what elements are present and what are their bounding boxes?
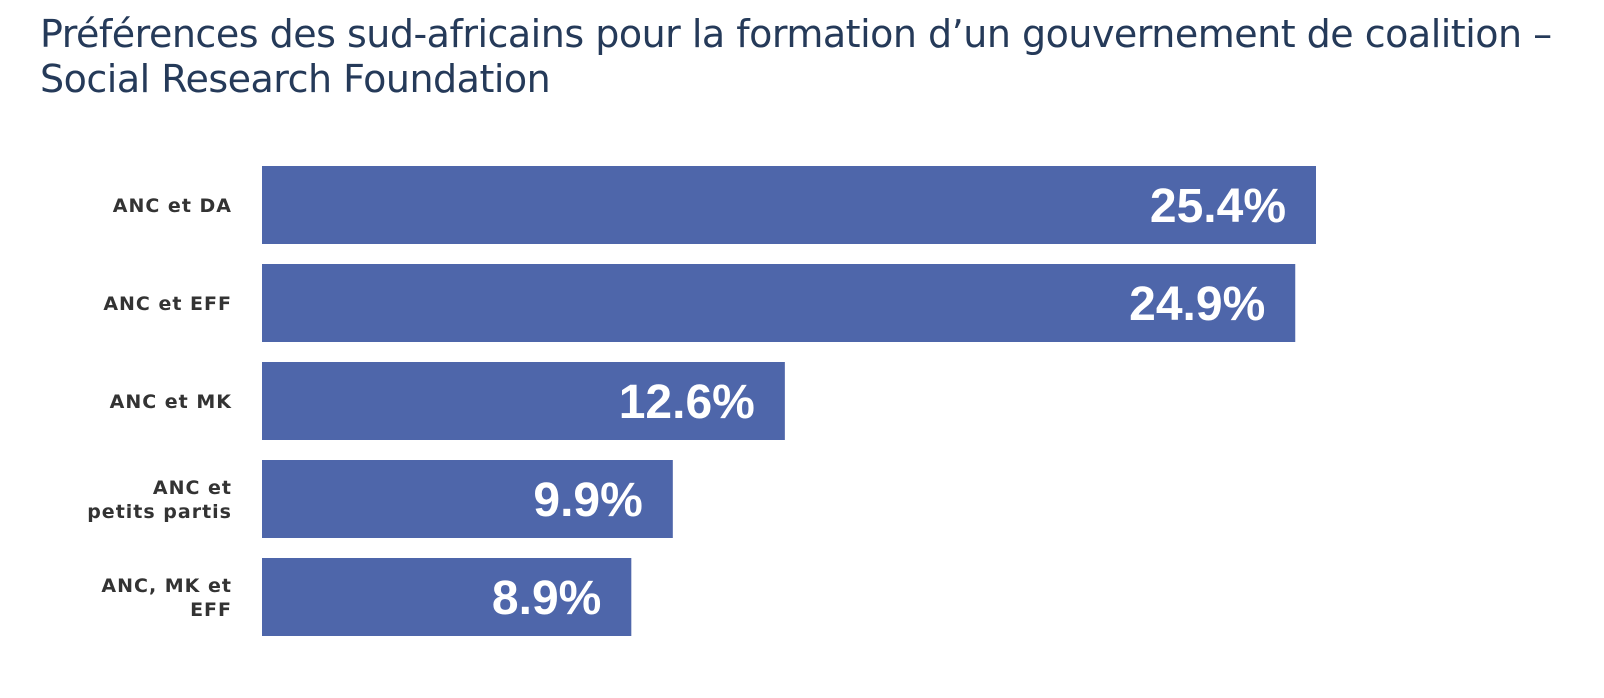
category-label-3: ANC et MK [110, 391, 233, 413]
category-label-2: ANC et EFF [103, 293, 232, 315]
bar-5 [262, 558, 632, 636]
value-label-1: 25.4% [1150, 180, 1286, 233]
chart-title: Préférences des sud-africains pour la fo… [40, 12, 1552, 101]
value-label-2: 24.9% [1129, 278, 1265, 331]
category-label-5: ANC, MK et EFF [101, 575, 232, 621]
bar-1 [262, 166, 1316, 244]
value-label-3: 12.6% [619, 376, 755, 429]
value-label-4: 9.9% [533, 474, 642, 527]
bar-3 [262, 362, 785, 440]
bar-2 [262, 264, 1296, 342]
bar-4 [262, 460, 673, 538]
category-label-4: ANC et petits partis [87, 477, 232, 523]
value-label-5: 8.9% [492, 572, 601, 625]
category-label-1: ANC et DA [113, 195, 232, 217]
